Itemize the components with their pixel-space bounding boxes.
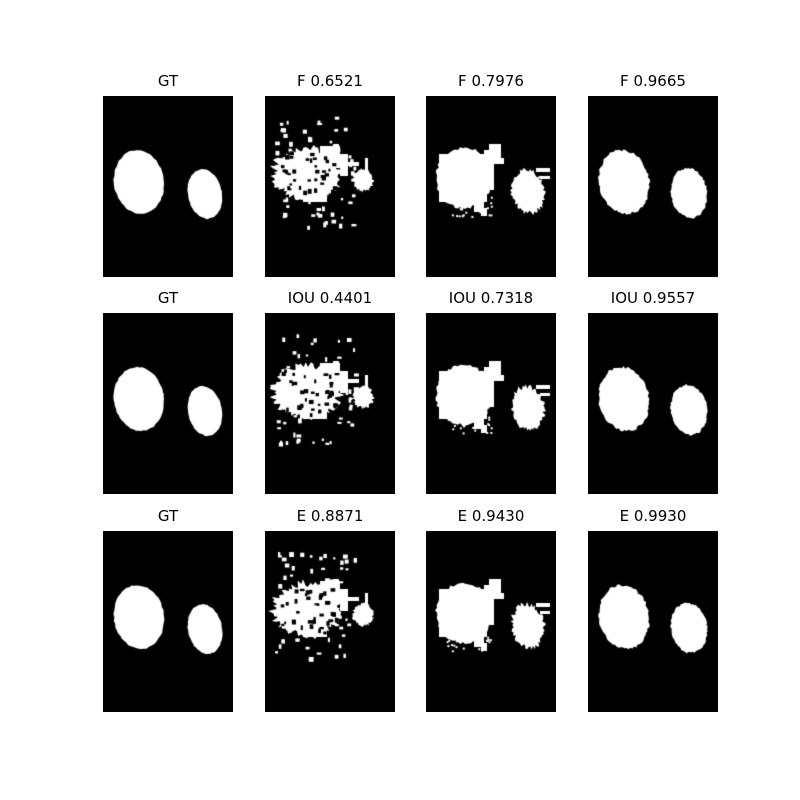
ground-truth-mask — [103, 96, 233, 277]
panel-title: E 0.8871 — [296, 507, 364, 525]
panel-title: IOU 0.7318 — [448, 289, 534, 307]
predicted-mask — [426, 531, 556, 712]
panel-title: F 0.9665 — [620, 72, 686, 90]
ground-truth-panel: GT — [103, 289, 233, 494]
ground-truth-mask — [103, 313, 233, 494]
predicted-mask — [588, 531, 718, 712]
prediction-panel: F 0.7976 — [426, 72, 556, 277]
prediction-panel: F 0.6521 — [265, 72, 395, 277]
predicted-mask — [265, 313, 395, 494]
prediction-panel: E 0.9430 — [426, 507, 556, 712]
panel-title: GT — [157, 507, 179, 525]
ground-truth-mask — [103, 531, 233, 712]
panel-title: E 0.9430 — [457, 507, 525, 525]
panel-title: GT — [157, 72, 179, 90]
ground-truth-panel: GT — [103, 72, 233, 277]
predicted-mask — [426, 313, 556, 494]
panel-title: F 0.7976 — [458, 72, 524, 90]
panel-title: E 0.9930 — [619, 507, 687, 525]
predicted-mask — [426, 96, 556, 277]
predicted-mask — [265, 531, 395, 712]
panel-title: GT — [157, 289, 179, 307]
predicted-mask — [588, 313, 718, 494]
panel-title: F 0.6521 — [297, 72, 363, 90]
predicted-mask — [588, 96, 718, 277]
prediction-panel: IOU 0.7318 — [426, 289, 556, 494]
panel-title: IOU 0.4401 — [287, 289, 373, 307]
prediction-panel: IOU 0.9557 — [588, 289, 718, 494]
prediction-panel: E 0.9930 — [588, 507, 718, 712]
predicted-mask — [265, 96, 395, 277]
prediction-panel: E 0.8871 — [265, 507, 395, 712]
panel-title: IOU 0.9557 — [610, 289, 696, 307]
ground-truth-panel: GT — [103, 507, 233, 712]
prediction-panel: IOU 0.4401 — [265, 289, 395, 494]
prediction-panel: F 0.9665 — [588, 72, 718, 277]
